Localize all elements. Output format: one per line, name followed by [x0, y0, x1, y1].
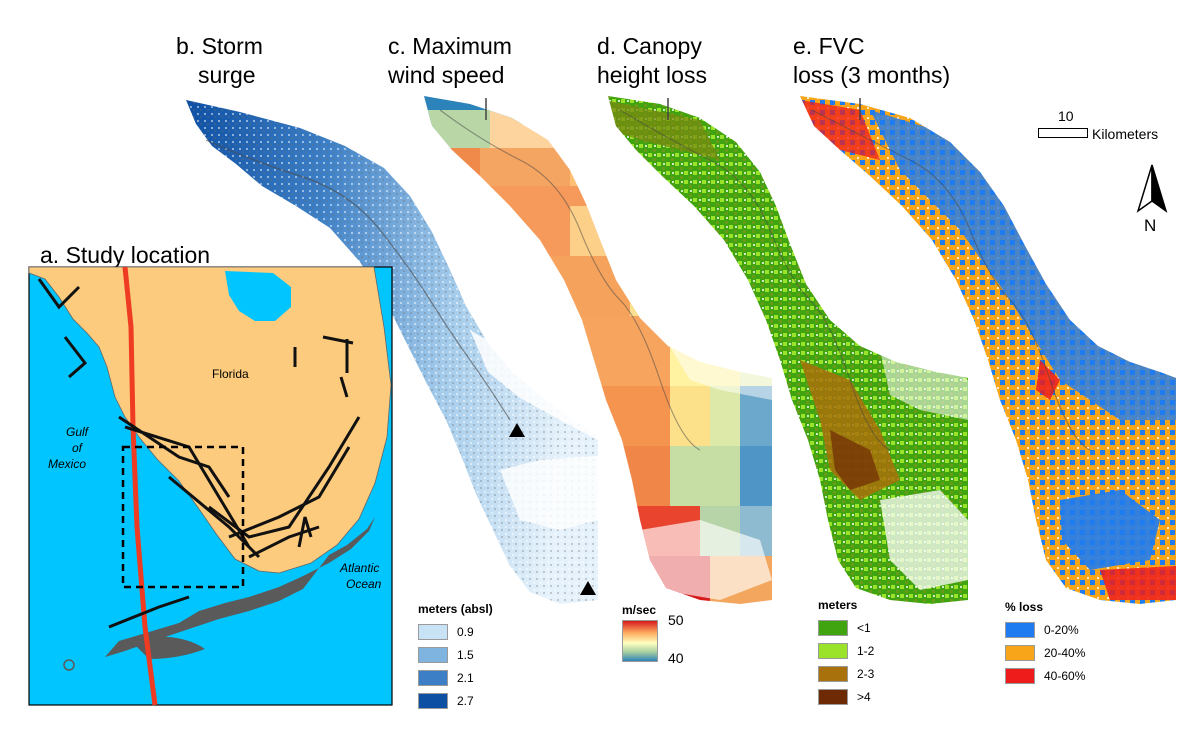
- scale-bar-unit: Kilometers: [1092, 126, 1159, 142]
- fvc-legend-label: 40-60%: [1044, 669, 1086, 683]
- panel-d-title-line2: height loss: [597, 62, 707, 88]
- fvc-legend-label: 20-40%: [1044, 646, 1086, 660]
- fvc-swatch-2: [1005, 668, 1035, 684]
- canopy-legend-label: 1-2: [857, 644, 875, 658]
- panel-b-title-line2: surge: [198, 62, 256, 88]
- scale-bar: 10 Kilometers: [1038, 108, 1178, 148]
- surge-legend-label: 2.1: [457, 671, 474, 685]
- surge-swatch-0: [418, 624, 448, 640]
- atlantic-label-line1: Atlantic: [340, 561, 380, 575]
- gulf-label-line2: of: [72, 441, 83, 455]
- hurricane-track: [122, 266, 158, 706]
- atlantic-label-line2: Ocean: [346, 577, 382, 591]
- surge-swatch-3: [418, 693, 448, 709]
- canopy-legend-label: 2-3: [857, 667, 875, 681]
- fvc-legend-label: 0-20%: [1044, 623, 1079, 637]
- wind-legend-min: 40: [668, 650, 684, 666]
- fvc-legend-title: % loss: [1005, 600, 1044, 614]
- florida-landmass: [28, 266, 392, 574]
- surge-swatch-2: [418, 670, 448, 686]
- gulf-label-line3: Mexico: [48, 457, 87, 471]
- surge-legend-title: meters (absl): [418, 602, 493, 616]
- panel-d-title-line1: d. Canopy: [597, 33, 702, 59]
- canopy-legend-item: 2-3: [818, 666, 874, 682]
- panel-c-title-line2: wind speed: [388, 62, 505, 88]
- canopy-legend-item: 1-2: [818, 643, 874, 659]
- station-marker-2: [580, 581, 596, 595]
- flight-lines: [37, 278, 361, 629]
- surge-legend-item: 2.7: [418, 693, 474, 709]
- panel-a-title: a. Study location: [40, 242, 211, 268]
- panel-e-title-line1: e. FVC: [793, 33, 865, 59]
- scale-bar-box: [1038, 128, 1088, 138]
- station-marker-1: [509, 423, 525, 437]
- fvc-swatch-0: [1005, 622, 1035, 638]
- north-arrow-label: N: [1144, 216, 1157, 235]
- wind-colorbar: [622, 620, 658, 662]
- florida-keys: [105, 517, 375, 657]
- canopy-swatch-0: [818, 620, 848, 636]
- lake-okeechobee: [225, 271, 291, 321]
- study-location-map: [28, 266, 393, 706]
- surge-legend-label: 1.5: [457, 648, 474, 662]
- canopy-swatch-2: [818, 666, 848, 682]
- florida-label: Florida: [212, 367, 249, 381]
- gulf-label-line1: Gulf: [66, 425, 89, 439]
- canopy-legend-item: <1: [818, 620, 871, 636]
- north-arrow-icon: [1136, 164, 1168, 213]
- surge-legend-label: 2.7: [457, 694, 474, 708]
- panel-c-title-line1: c. Maximum: [388, 33, 512, 59]
- canopy-legend-label: >4: [857, 690, 871, 704]
- canopy-swatch-1: [818, 643, 848, 659]
- scale-bar-value: 10: [1058, 108, 1074, 124]
- panel-e-title-line2: loss (3 months): [793, 62, 951, 88]
- surge-swatch-1: [418, 647, 448, 663]
- surge-legend-item: 0.9: [418, 624, 474, 640]
- fvc-swatch-1: [1005, 645, 1035, 661]
- surge-legend-label: 0.9: [457, 625, 474, 639]
- fvc-legend-item: 0-20%: [1005, 622, 1079, 638]
- surge-legend-item: 2.1: [418, 670, 474, 686]
- wind-legend-max: 50: [668, 612, 684, 628]
- surge-legend-item: 1.5: [418, 647, 474, 663]
- canopy-swatch-3: [818, 689, 848, 705]
- canopy-legend-title: meters: [818, 598, 858, 612]
- fvc-legend-item: 40-60%: [1005, 668, 1085, 684]
- canopy-legend-item: >4: [818, 689, 871, 705]
- wind-legend-title: m/sec: [622, 603, 657, 617]
- study-area-box: [121, 445, 245, 589]
- panel-b-title-line1: b. Storm: [176, 33, 263, 59]
- fvc-legend-item: 20-40%: [1005, 645, 1085, 661]
- canopy-legend-label: <1: [857, 621, 871, 635]
